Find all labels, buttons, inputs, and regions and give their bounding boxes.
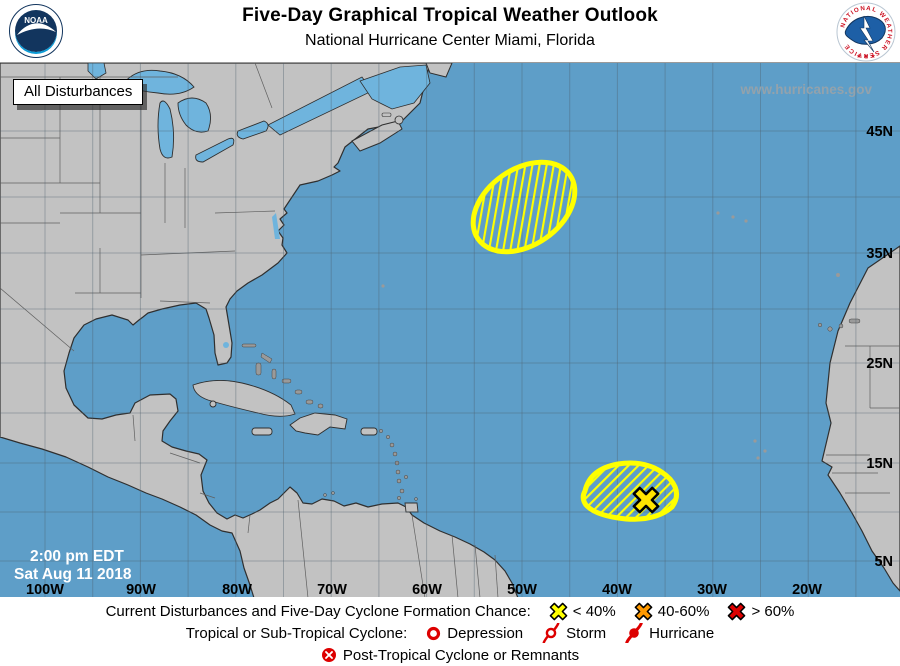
- lat-label: 15N: [866, 456, 893, 472]
- prince-edward-island: [381, 112, 392, 117]
- chance-low: < 40%: [549, 602, 616, 621]
- legend: Current Disturbances and Five-Day Cyclon…: [0, 597, 900, 665]
- x-medium-icon: [634, 602, 653, 620]
- header: NOAA Five-Day Graphical Tropical Weather…: [0, 0, 900, 62]
- atlantic-basin-map: www.hurricanes.gov 45N 35N 25N 15N 5N 10…: [0, 62, 900, 599]
- azores: [716, 211, 748, 223]
- lon-label: 50W: [507, 582, 537, 598]
- americas-landmass: [0, 62, 519, 599]
- disturbance-x-marker[interactable]: [628, 482, 665, 519]
- madeira: [836, 273, 840, 277]
- lon-label: 70W: [317, 582, 347, 598]
- timestamp-time: 2:00 pm EDT: [30, 548, 124, 565]
- storm-label: Storm: [566, 624, 607, 642]
- trinidad: [404, 502, 419, 513]
- jamaica: [251, 427, 273, 436]
- timestamp: 2:00 pm EDT Sat Aug 11 2018: [14, 548, 132, 583]
- bahamas: [241, 343, 324, 409]
- depression-icon: [427, 626, 441, 640]
- hispaniola: [289, 412, 348, 436]
- x-high-icon: [728, 602, 746, 620]
- cyclone-type-label: Tropical or Sub-Tropical Cyclone:: [185, 624, 408, 642]
- puerto-rico: [360, 427, 378, 436]
- formation-chance-label: Current Disturbances and Five-Day Cyclon…: [105, 602, 531, 620]
- gulf-of-st-lawrence: [359, 64, 431, 110]
- chance-medium: 40-60%: [634, 602, 710, 621]
- chance-low-label: < 40%: [572, 602, 616, 620]
- cuba: [192, 380, 296, 417]
- lat-label: 5N: [874, 554, 893, 570]
- lon-label: 20W: [792, 582, 822, 598]
- page-title: Five-Day Graphical Tropical Weather Outl…: [242, 5, 658, 26]
- lake-okeechobee: [223, 342, 229, 348]
- noaa-logo-text: NOAA: [24, 16, 48, 25]
- cape-verde-islands: [753, 439, 767, 460]
- newfoundland: [425, 62, 453, 78]
- outlook-map[interactable]: www.hurricanes.gov 45N 35N 25N 15N 5N 10…: [0, 62, 900, 599]
- lon-label: 30W: [697, 582, 727, 598]
- storm-icon: [542, 623, 560, 643]
- chance-high-label: > 60%: [751, 602, 795, 620]
- hurricane-label: Hurricane: [649, 624, 715, 642]
- lake-winnipeg: [87, 62, 107, 80]
- page-subtitle: National Hurricane Center Miami, Florida: [305, 32, 595, 49]
- chance-high: > 60%: [727, 602, 794, 621]
- lon-label: 40W: [602, 582, 632, 598]
- noaa-logo: NOAA: [9, 4, 63, 58]
- lon-label: 100W: [26, 582, 64, 598]
- lon-labels: 100W 90W 80W 70W 60W 50W 40W 30W 20W: [26, 582, 822, 598]
- hurricane-icon: [625, 623, 643, 643]
- hurricane-item: Hurricane: [624, 623, 714, 643]
- bermuda: [381, 284, 385, 288]
- disturbance-area-2[interactable]: [580, 460, 679, 522]
- lat-labels: 45N 35N 25N 15N 5N: [866, 124, 893, 570]
- lesser-antilles: [323, 429, 418, 501]
- legend-row-formation-chance: Current Disturbances and Five-Day Cyclon…: [0, 597, 900, 622]
- lat-label: 35N: [866, 246, 893, 262]
- lon-label: 60W: [412, 582, 442, 598]
- legend-row-post-tropical: Post-Tropical Cyclone or Remnants: [0, 644, 900, 666]
- post-tropical-label: Post-Tropical Cyclone or Remnants: [342, 646, 580, 664]
- nws-logo: NATIONAL WEATHER SERVICE ★ ★ ★: [836, 2, 896, 62]
- africa-borders: [826, 345, 900, 494]
- depression-item: Depression: [425, 625, 523, 642]
- chesapeake-bay: [272, 213, 280, 239]
- cape-breton-island: [394, 115, 404, 125]
- nova-scotia: [351, 120, 403, 152]
- svg-text:★ ★ ★: ★ ★ ★: [856, 53, 875, 60]
- lon-label: 90W: [126, 582, 156, 598]
- post-tropical-icon: [321, 648, 336, 662]
- lat-label: 25N: [866, 356, 893, 372]
- timestamp-date: Sat Aug 11 2018: [14, 566, 132, 583]
- legend-row-cyclone-types: Tropical or Sub-Tropical Cyclone: Depres…: [0, 622, 900, 644]
- graticule: [0, 63, 900, 598]
- storm-item: Storm: [541, 623, 606, 643]
- political-borders: [0, 62, 499, 599]
- x-low-icon: [549, 602, 568, 620]
- caribbean-islands: [192, 380, 419, 513]
- disturbance-area-1[interactable]: [456, 144, 591, 270]
- lon-label: 80W: [222, 582, 252, 598]
- lat-label: 45N: [866, 124, 893, 140]
- depression-label: Depression: [447, 624, 524, 642]
- watermark[interactable]: www.hurricanes.gov: [739, 82, 872, 97]
- mode-selector-label[interactable]: All Disturbances: [13, 79, 144, 105]
- chance-medium-label: 40-60%: [657, 602, 710, 620]
- canary-islands: [817, 318, 861, 332]
